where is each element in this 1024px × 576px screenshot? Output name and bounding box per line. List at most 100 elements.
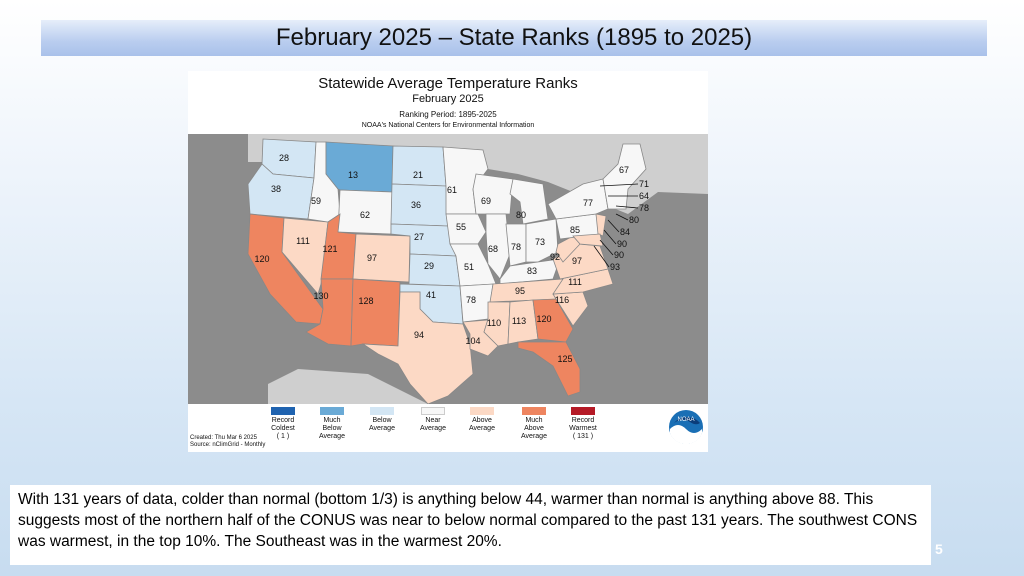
state-NV xyxy=(281,217,329,295)
legend-swatch xyxy=(470,407,494,415)
state-IA xyxy=(445,213,487,245)
rank-DE: 90 xyxy=(614,250,624,260)
legend-swatch xyxy=(370,407,394,415)
state-AL xyxy=(507,299,539,345)
legend-label: Above Average xyxy=(469,417,495,432)
slide-caption: With 131 years of data, colder than norm… xyxy=(18,491,918,550)
map-ranking-period: Ranking Period: 1895-2025 xyxy=(399,110,497,119)
state-TX xyxy=(361,291,474,404)
state-FL xyxy=(517,341,581,397)
rank-NM: 128 xyxy=(358,296,373,306)
rank-NJ: 90 xyxy=(617,239,627,249)
rank-MT: 13 xyxy=(348,170,358,180)
state-MD-DE xyxy=(572,233,604,247)
rank-OH: 73 xyxy=(535,237,545,247)
rank-CA: 120 xyxy=(254,254,269,264)
legend-below: Below Average xyxy=(352,407,412,433)
rank-NY: 77 xyxy=(583,198,593,208)
rank-NE: 27 xyxy=(414,232,424,242)
rank-VT: 64 xyxy=(639,191,649,201)
rank-AL: 113 xyxy=(512,316,526,326)
rank-CT: 84 xyxy=(620,227,630,237)
rank-AR: 78 xyxy=(466,295,476,305)
rank-MO: 51 xyxy=(464,262,474,272)
slide-title: February 2025 – State Ranks (1895 to 202… xyxy=(275,24,753,51)
state-New-England xyxy=(602,143,647,210)
slide-caption-box: With 131 years of data, colder than norm… xyxy=(10,485,931,565)
state-rank-labels: 28 38 120 111 59 13 62 121 97 130 128 21… xyxy=(254,153,649,364)
rank-KY: 83 xyxy=(527,266,537,276)
state-NM xyxy=(350,278,401,347)
state-WI xyxy=(472,173,514,215)
legend-above: Above Average xyxy=(452,407,512,433)
rank-ID: 59 xyxy=(311,196,321,206)
state-KS xyxy=(408,253,461,287)
legend-near: Near Average xyxy=(403,407,463,433)
noaa-logo-icon: NOAA xyxy=(669,410,703,445)
rank-GA: 120 xyxy=(536,314,551,324)
legend-label: Record Warmest ( 131 ) xyxy=(569,417,597,440)
rank-MN: 61 xyxy=(447,185,457,195)
rank-WY: 62 xyxy=(360,210,370,220)
legend-label: Much Below Average xyxy=(319,417,345,440)
rank-CO: 97 xyxy=(367,253,377,263)
legend-label: Record Coldest ( 1 ) xyxy=(271,417,295,440)
rank-OR: 38 xyxy=(271,184,281,194)
rank-TX: 94 xyxy=(414,330,424,340)
rank-WI: 69 xyxy=(481,196,491,206)
rank-WV: 92 xyxy=(550,252,560,262)
rank-AZ: 130 xyxy=(313,291,328,301)
map-source-line: NOAA's National Centers for Environmenta… xyxy=(361,122,535,129)
slide-title-bar: February 2025 – State Ranks (1895 to 202… xyxy=(41,20,987,56)
legend-swatch xyxy=(522,407,546,415)
rank-OK: 41 xyxy=(426,290,436,300)
state-MT xyxy=(325,141,394,193)
rank-VA: 97 xyxy=(572,256,582,266)
rank-PA: 85 xyxy=(570,225,580,235)
rank-MD: 93 xyxy=(610,262,620,272)
map-subtitle: February 2025 xyxy=(412,93,484,105)
rank-SD: 36 xyxy=(411,200,421,210)
rank-KS: 29 xyxy=(424,261,434,271)
rank-TN: 95 xyxy=(515,286,525,296)
map-credits: Created: Thu Mar 6 2025 Source: nClimGri… xyxy=(190,435,265,449)
map-figure: Statewide Average Temperature Ranks Febr… xyxy=(188,71,708,452)
legend-label: Much Above Average xyxy=(521,417,547,440)
rank-MS: 110 xyxy=(487,318,501,328)
rank-ND: 21 xyxy=(413,170,423,180)
legend-label: Below Average xyxy=(369,417,395,432)
rank-IN: 78 xyxy=(511,242,521,252)
legend-swatch xyxy=(571,407,595,415)
legend-swatch xyxy=(320,407,344,415)
state-ND xyxy=(391,145,447,187)
state-CO xyxy=(352,233,411,283)
legend-swatch xyxy=(421,407,445,415)
mexico-landmass xyxy=(268,369,428,404)
rank-SC: 116 xyxy=(555,295,569,305)
rank-NH: 71 xyxy=(639,179,649,189)
rank-RI: 80 xyxy=(629,215,639,225)
rank-LA: 104 xyxy=(465,336,480,346)
rank-NV: 111 xyxy=(296,236,310,246)
legend-swatch xyxy=(271,407,295,415)
legend-much-above: Much Above Average xyxy=(504,407,564,441)
state-GA xyxy=(532,298,574,343)
rank-IA: 55 xyxy=(456,222,466,232)
legend-record-warmest: Record Warmest ( 131 ) xyxy=(553,407,613,441)
rank-IL: 68 xyxy=(488,244,498,254)
rank-UT: 121 xyxy=(322,244,337,254)
rank-MA: 78 xyxy=(639,203,649,213)
legend-record-coldest: Record Coldest ( 1 ) xyxy=(253,407,313,441)
noaa-logo-text: NOAA xyxy=(677,417,694,423)
page-number: 5 xyxy=(935,541,943,557)
legend-much-below: Much Below Average xyxy=(302,407,362,441)
leader-lines xyxy=(593,183,639,268)
rank-FL: 125 xyxy=(557,354,572,364)
state-NJ xyxy=(595,213,607,237)
rank-NC: 111 xyxy=(568,277,582,287)
rank-ME: 67 xyxy=(619,165,629,175)
rank-MI: 80 xyxy=(516,210,526,220)
created-date: Created: Thu Mar 6 2025 xyxy=(190,435,257,441)
legend-label: Near Average xyxy=(420,417,446,432)
map-title: Statewide Average Temperature Ranks xyxy=(318,75,578,92)
